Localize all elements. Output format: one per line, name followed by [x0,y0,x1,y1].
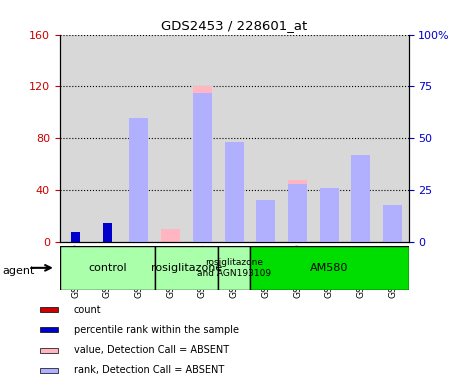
Bar [103,237,112,242]
Bar [161,229,180,242]
Bar [40,307,57,312]
Text: AM580: AM580 [310,263,348,273]
Text: agent: agent [2,266,35,276]
Bar [383,205,402,242]
Bar [383,216,402,242]
Text: rosiglitazone
and AGN193109: rosiglitazone and AGN193109 [197,258,271,278]
Bar [256,216,275,242]
Text: count: count [73,305,101,314]
Bar [71,232,80,242]
Bar [155,246,218,290]
Bar [218,246,250,290]
Bar [256,200,275,242]
Text: percentile rank within the sample: percentile rank within the sample [73,325,239,335]
Bar [250,246,409,290]
Bar [60,246,155,290]
Bar [224,142,244,242]
Bar [40,328,57,333]
Bar [129,132,148,242]
Bar [129,118,148,242]
Bar [320,190,339,242]
Text: control: control [88,263,127,273]
Bar [193,93,212,242]
Bar [103,223,112,242]
Text: rosiglitazone: rosiglitazone [151,263,222,273]
Bar [320,188,339,242]
Bar [40,368,57,373]
Text: value, Detection Call = ABSENT: value, Detection Call = ABSENT [73,345,229,355]
Bar [352,181,370,242]
Bar [40,348,57,353]
Bar [288,184,307,242]
Bar [193,86,212,242]
Bar [288,180,307,242]
Text: rank, Detection Call = ABSENT: rank, Detection Call = ABSENT [73,366,224,376]
Bar [224,145,244,242]
Bar [352,155,370,242]
Title: GDS2453 / 228601_at: GDS2453 / 228601_at [161,19,307,32]
